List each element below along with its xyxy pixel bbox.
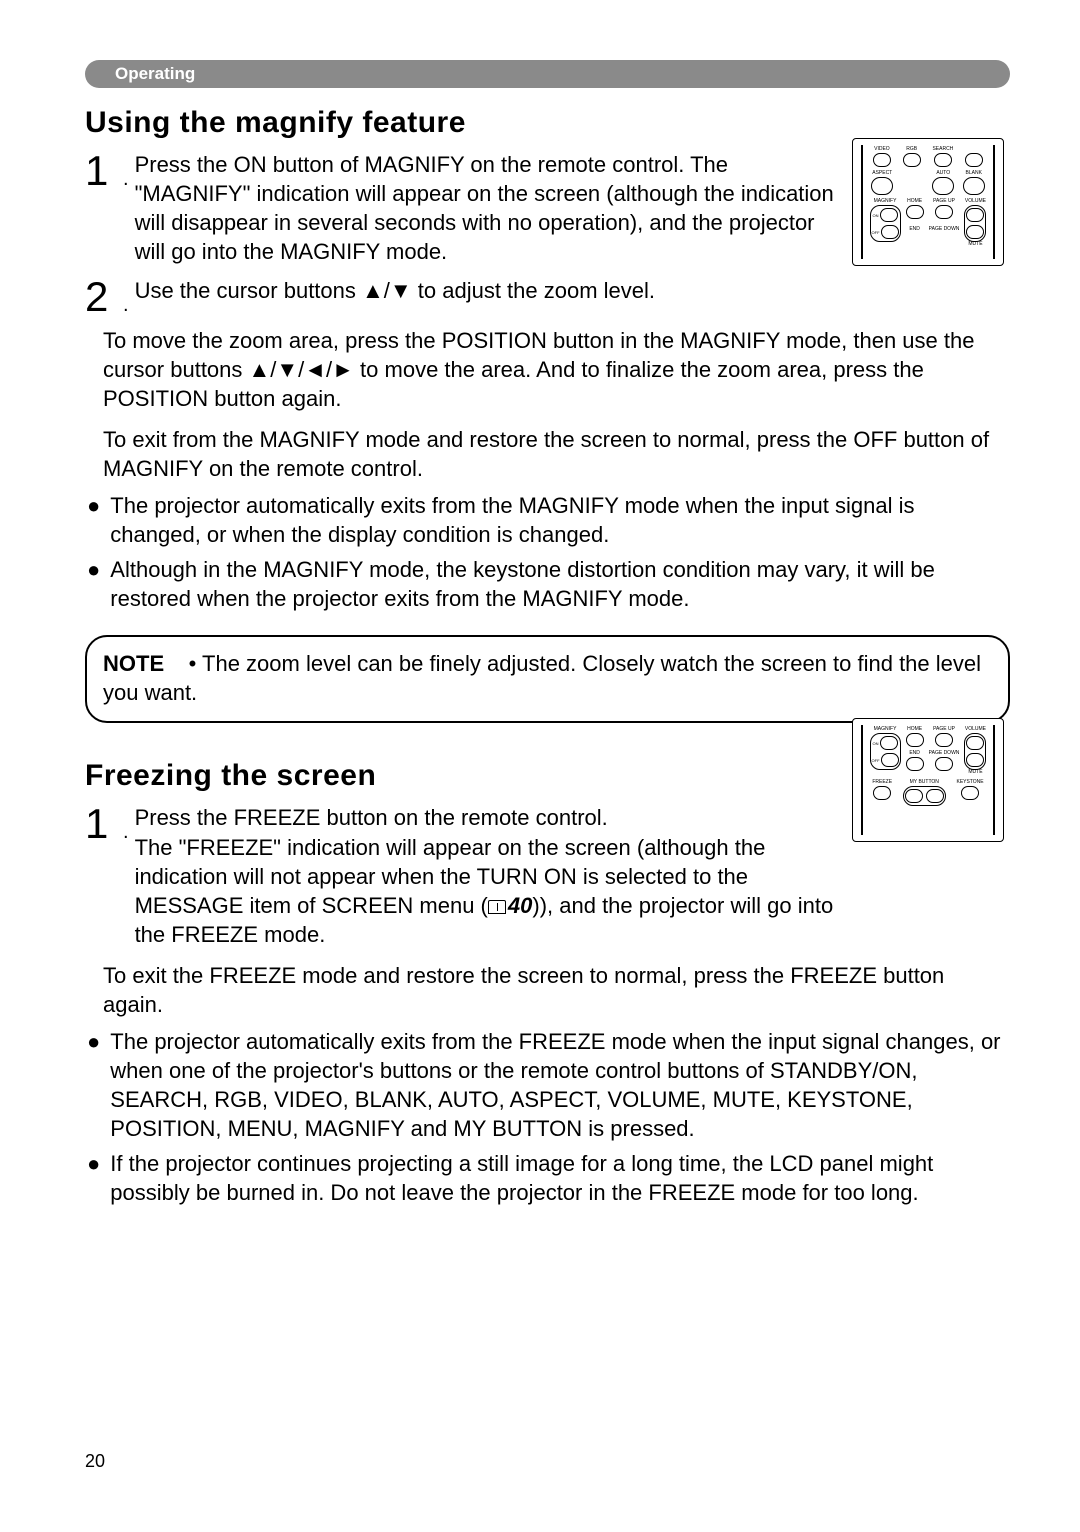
btn-label-auto: AUTO xyxy=(936,171,950,176)
header-label: Operating xyxy=(115,64,195,84)
remote-btn xyxy=(966,753,984,767)
btn-label-pagedown: PAGE DOWN xyxy=(929,227,960,232)
btn-label-mybutton: MY BUTTON xyxy=(910,780,939,785)
btn-label-mute: MUTE xyxy=(968,242,982,247)
section1-step2-line1: Use the cursor buttons ▲/▼ to adjust the… xyxy=(135,276,655,318)
btn-label-aspect: ASPECT xyxy=(872,171,892,176)
step-number-1: 1 xyxy=(85,150,117,266)
section2-bullet2: ● If the projector continues projecting … xyxy=(87,1149,1010,1207)
section2-bullet1-text: The projector automatically exits from t… xyxy=(110,1027,1010,1143)
btn-label-home2: HOME xyxy=(907,727,922,732)
section2-bullet1: ● The projector automatically exits from… xyxy=(87,1027,1010,1143)
remote-btn xyxy=(873,786,891,800)
section2-step1: 1 . Press the FREEZE button on the remot… xyxy=(85,803,850,948)
bullet-icon: ● xyxy=(87,491,100,549)
btn-label-blank: BLANK xyxy=(966,171,982,176)
btn-label-volume2: VOLUME xyxy=(965,727,986,732)
btn-label-end2: END xyxy=(909,751,920,756)
remote-btn xyxy=(905,789,923,803)
remote-btn xyxy=(934,153,952,167)
step-number-2: 2 xyxy=(85,276,117,318)
section1-step2-para2: To exit from the MAGNIFY mode and restor… xyxy=(103,425,1010,483)
btn-label-magnify: MAGNIFY xyxy=(874,199,897,204)
step-number-1b: 1 xyxy=(85,803,117,948)
section1-bullet2-text: Although in the MAGNIFY mode, the keysto… xyxy=(110,555,1010,613)
mybutton-group xyxy=(903,786,946,806)
remote-btn xyxy=(935,205,953,219)
volume-group xyxy=(964,205,986,242)
btn-label-keystone: KEYSTONE xyxy=(956,780,983,785)
remote-illustration-top: VIDEO RGB SEARCH ASPECT X AUTO BLANK MAG… xyxy=(852,138,1004,266)
remote-btn xyxy=(966,225,984,239)
magnify-group2: ON OFF xyxy=(870,733,901,770)
bullet-icon: ● xyxy=(87,1027,100,1143)
header-bar: Operating xyxy=(85,60,1010,88)
remote-btn xyxy=(966,736,984,750)
step-dot: . xyxy=(123,821,129,948)
note-box: NOTE • The zoom level can be finely adju… xyxy=(85,635,1010,723)
remote-btn xyxy=(881,225,899,239)
section2-bullet2-text: If the projector continues projecting a … xyxy=(110,1149,1010,1207)
lbl-on2: ON xyxy=(873,741,879,746)
btn-label-mute2: MUTE xyxy=(968,770,982,775)
btn-label-volume: VOLUME xyxy=(965,199,986,204)
section1-bullet1: ● The projector automatically exits from… xyxy=(87,491,1010,549)
lbl-off2: OFF xyxy=(872,758,880,763)
section2-step1-text: Press the FREEZE button on the remote co… xyxy=(135,803,850,948)
btn-label-home: HOME xyxy=(907,199,922,204)
remote-btn xyxy=(965,153,983,167)
remote-btn xyxy=(903,153,921,167)
lbl-off: OFF xyxy=(872,230,880,235)
volume-group2 xyxy=(964,733,986,770)
remote-btn xyxy=(906,733,924,747)
remote-btn xyxy=(966,208,984,222)
btn-label-end: END xyxy=(909,227,920,232)
bullet-icon: ● xyxy=(87,1149,100,1207)
remote-btn xyxy=(881,753,899,767)
btn-label-pageup: PAGE UP xyxy=(933,199,955,204)
page-number: 20 xyxy=(85,1451,105,1472)
section1-bullet2: ● Although in the MAGNIFY mode, the keys… xyxy=(87,555,1010,613)
remote-btn xyxy=(880,208,898,222)
remote-btn xyxy=(906,757,924,771)
remote-btn xyxy=(935,757,953,771)
btn-label-freeze: FREEZE xyxy=(872,780,892,785)
note-label: NOTE xyxy=(103,651,164,676)
btn-label-search: SEARCH xyxy=(932,147,953,152)
btn-label-pageup2: PAGE UP xyxy=(933,727,955,732)
section1-title: Using the magnify feature xyxy=(85,106,1010,140)
section1-step2: 2 . Use the cursor buttons ▲/▼ to adjust… xyxy=(85,276,1010,318)
remote-btn xyxy=(873,153,891,167)
magnify-group: ON OFF xyxy=(870,205,901,242)
section1-step2-para1: To move the zoom area, press the POSITIO… xyxy=(103,326,1010,413)
section1-step1: 1 . Press the ON button of MAGNIFY on th… xyxy=(85,150,850,266)
remote-btn xyxy=(906,205,924,219)
btn-label-pagedown2: PAGE DOWN xyxy=(929,751,960,756)
section1-step1-text: Press the ON button of MAGNIFY on the re… xyxy=(135,150,850,266)
note-text: • The zoom level can be finely adjusted.… xyxy=(103,651,981,705)
section2-step1a: Press the FREEZE button on the remote co… xyxy=(135,805,608,830)
remote-btn xyxy=(963,177,985,195)
btn-label-magnify2: MAGNIFY xyxy=(874,727,897,732)
remote-btn xyxy=(932,177,954,195)
section2-ref: 40 xyxy=(508,893,532,918)
step-dot: . xyxy=(123,294,129,318)
bullet-icon: ● xyxy=(87,555,100,613)
section2-para1: To exit the FREEZE mode and restore the … xyxy=(103,961,1010,1019)
lbl-on: ON xyxy=(873,213,879,218)
manual-ref-icon xyxy=(488,900,506,914)
btn-label-rgb: RGB xyxy=(906,147,917,152)
remote-illustration-bottom: MAGNIFY ON OFF HOMEEND PAGE UPPAGE DOWN … xyxy=(852,718,1004,842)
remote-btn xyxy=(871,177,893,195)
section1-bullet1-text: The projector automatically exits from t… xyxy=(110,491,1010,549)
remote-btn xyxy=(926,789,944,803)
remote-btn xyxy=(961,786,979,800)
remote-btn xyxy=(880,736,898,750)
btn-label-video: VIDEO xyxy=(874,147,890,152)
remote-btn xyxy=(935,733,953,747)
step-dot: . xyxy=(123,168,129,266)
